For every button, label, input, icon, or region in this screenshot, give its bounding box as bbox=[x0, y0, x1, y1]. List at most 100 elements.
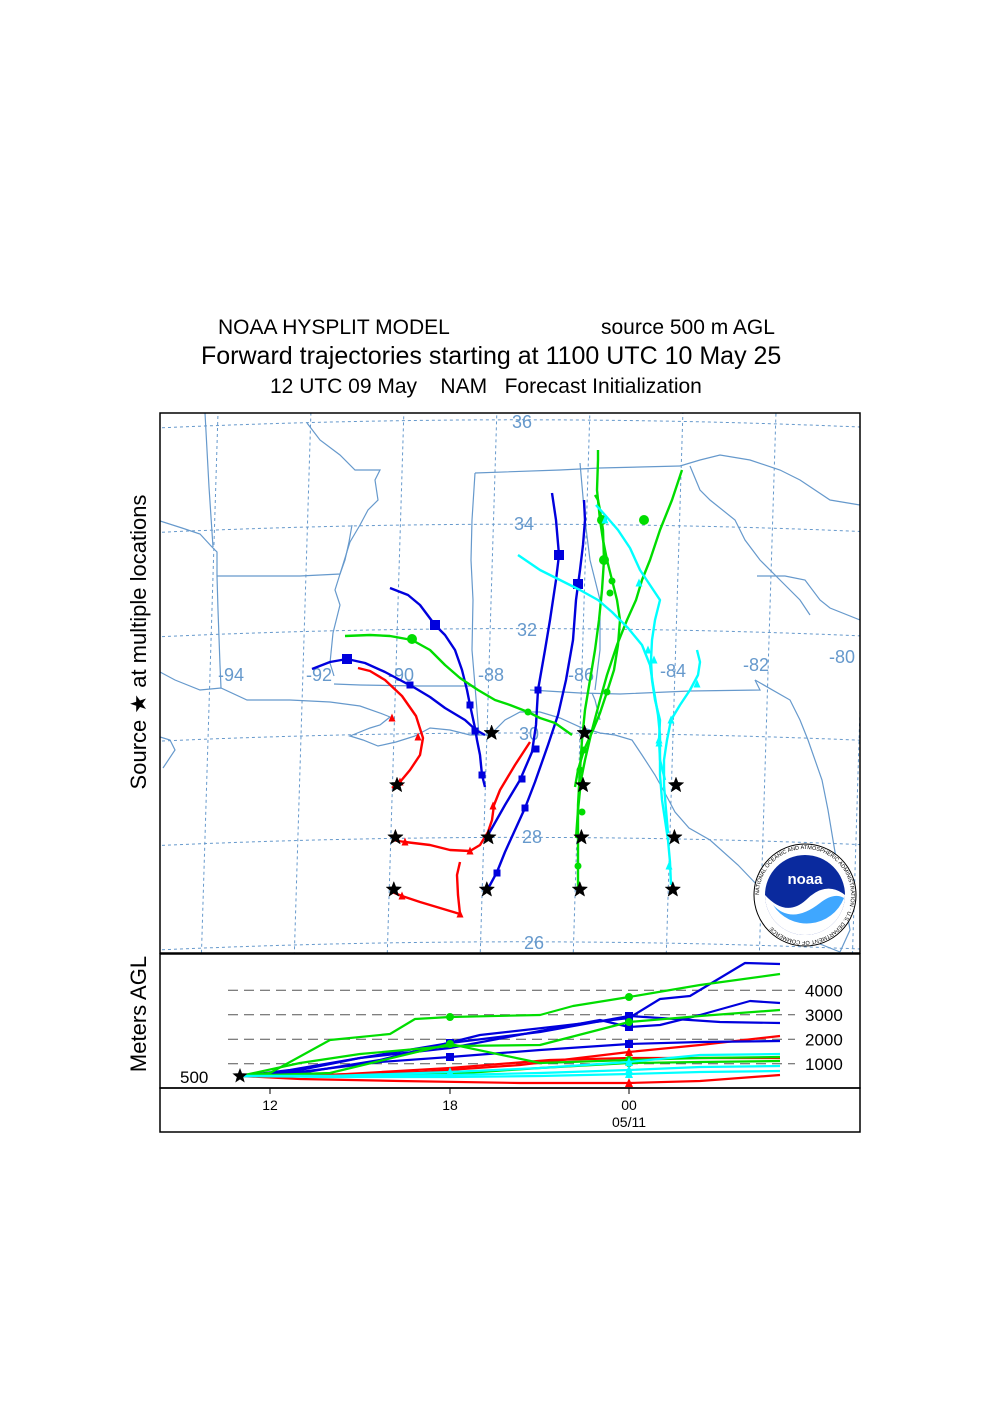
lon-label: -92 bbox=[306, 665, 332, 685]
source-star bbox=[666, 828, 683, 845]
trajectory-marker bbox=[625, 1057, 633, 1066]
reference-level-label: 1000 bbox=[805, 1055, 843, 1074]
trajectory-marker bbox=[625, 1078, 633, 1087]
date-label: 05/11 bbox=[612, 1114, 646, 1130]
trajectory-marker bbox=[407, 634, 417, 644]
trajectory-line bbox=[391, 741, 532, 853]
trajectory-marker bbox=[608, 577, 616, 585]
trajectory-marker bbox=[625, 1040, 633, 1048]
height-start-star bbox=[232, 1068, 248, 1083]
state-border bbox=[329, 573, 341, 677]
parallel-line bbox=[160, 628, 860, 638]
map-ylabel: Source ★ at multiple locations bbox=[126, 495, 151, 790]
meridian-line bbox=[944, 382, 963, 1007]
trajectory-marker bbox=[693, 679, 701, 688]
time-tick-label: 00 bbox=[621, 1097, 637, 1113]
trajectory-marker bbox=[466, 846, 474, 855]
trajectory-line bbox=[389, 586, 487, 788]
trajectory-marker bbox=[625, 1069, 633, 1078]
state-border bbox=[414, 727, 479, 737]
state-border bbox=[474, 465, 681, 474]
height-trajectory-lines bbox=[232, 961, 781, 1087]
meridian-line bbox=[107, 378, 126, 1005]
trajectory-line bbox=[484, 499, 587, 893]
parallel-line bbox=[160, 419, 860, 429]
source-star bbox=[387, 828, 404, 845]
lat-label: 26 bbox=[524, 933, 544, 953]
trajectory-marker bbox=[521, 804, 529, 812]
source-star bbox=[388, 776, 406, 793]
reference-level-label: 4000 bbox=[805, 981, 843, 1000]
lon-label: -82 bbox=[743, 655, 769, 675]
trajectory-marker bbox=[639, 515, 649, 525]
trajectory-marker bbox=[489, 801, 497, 810]
trajectory-marker bbox=[446, 1053, 454, 1061]
trajectory-marker bbox=[534, 686, 542, 694]
trajectory-marker bbox=[466, 701, 474, 709]
lon-label: -84 bbox=[660, 661, 686, 681]
subtitle-time: 12 UTC 09 May bbox=[270, 375, 418, 398]
subtitle-met: NAM bbox=[440, 375, 488, 398]
state-border bbox=[160, 736, 176, 769]
trajectory-marker bbox=[554, 550, 564, 560]
lat-label: 34 bbox=[514, 514, 534, 534]
parallel-line bbox=[160, 523, 860, 533]
trajectory-marker bbox=[342, 654, 352, 664]
trajectory-marker bbox=[667, 715, 675, 724]
trajectory-marker bbox=[446, 1067, 454, 1076]
trajectory-marker bbox=[625, 993, 633, 1001]
parallel-line bbox=[160, 732, 860, 742]
trajectory-marker bbox=[430, 620, 440, 630]
time-axis: 12 18 00 05/11 bbox=[159, 1087, 861, 1133]
height-trajectory-line bbox=[239, 1008, 781, 1078]
height-trajectory-line bbox=[239, 999, 781, 1078]
state-border bbox=[479, 711, 841, 953]
source-star bbox=[483, 724, 500, 741]
state-borders bbox=[160, 413, 860, 953]
trajectory-lines bbox=[311, 450, 702, 918]
trajectory-marker bbox=[574, 862, 582, 870]
trajectory-marker bbox=[573, 579, 583, 589]
trajectory-marker bbox=[524, 708, 532, 716]
trajectory-marker bbox=[625, 1018, 633, 1026]
trajectory-line bbox=[344, 633, 573, 736]
time-axis-frame bbox=[159, 1087, 861, 1133]
state-border bbox=[160, 671, 290, 701]
state-border bbox=[306, 422, 381, 575]
height-panel: 4000 3000 2000 1000 500 Meters AGL bbox=[126, 953, 861, 1089]
subtitle-type: Forecast Initialization bbox=[504, 375, 702, 398]
trajectory-marker bbox=[578, 808, 586, 816]
trajectory-line bbox=[517, 554, 673, 886]
trajectory-marker bbox=[493, 869, 501, 877]
trajectory-line bbox=[576, 494, 606, 890]
trajectory-marker bbox=[446, 1040, 454, 1048]
lat-lon-grid bbox=[107, 378, 963, 1007]
meridian-line bbox=[665, 413, 684, 953]
meridian-line bbox=[293, 413, 312, 953]
source-star bbox=[667, 776, 685, 793]
lon-label: -94 bbox=[218, 665, 244, 685]
trajectory-marker bbox=[655, 738, 663, 747]
source-star bbox=[664, 880, 682, 897]
lon-label: -80 bbox=[829, 647, 855, 667]
height-trajectory-line bbox=[239, 1042, 781, 1078]
model-title: NOAA HYSPLIT MODEL bbox=[218, 316, 450, 339]
trajectory-marker bbox=[625, 1047, 633, 1056]
state-border bbox=[470, 472, 480, 736]
trajectory-marker bbox=[398, 891, 406, 900]
state-border bbox=[679, 454, 860, 506]
time-ticks: 12 18 00 bbox=[262, 1088, 637, 1113]
time-tick-label: 12 bbox=[262, 1097, 278, 1113]
state-border bbox=[160, 520, 222, 689]
lat-label: 36 bbox=[512, 412, 532, 432]
source-star bbox=[571, 880, 589, 897]
reference-level-label: 3000 bbox=[805, 1006, 843, 1025]
height-ylabel: Meters AGL bbox=[126, 956, 151, 1072]
start-height-label: 500 bbox=[180, 1068, 208, 1087]
subtitle: 12 UTC 09 May NAM Forecast Initializatio… bbox=[270, 375, 702, 399]
lon-label: -86 bbox=[568, 665, 594, 685]
state-border bbox=[217, 524, 353, 577]
state-border bbox=[289, 699, 416, 747]
